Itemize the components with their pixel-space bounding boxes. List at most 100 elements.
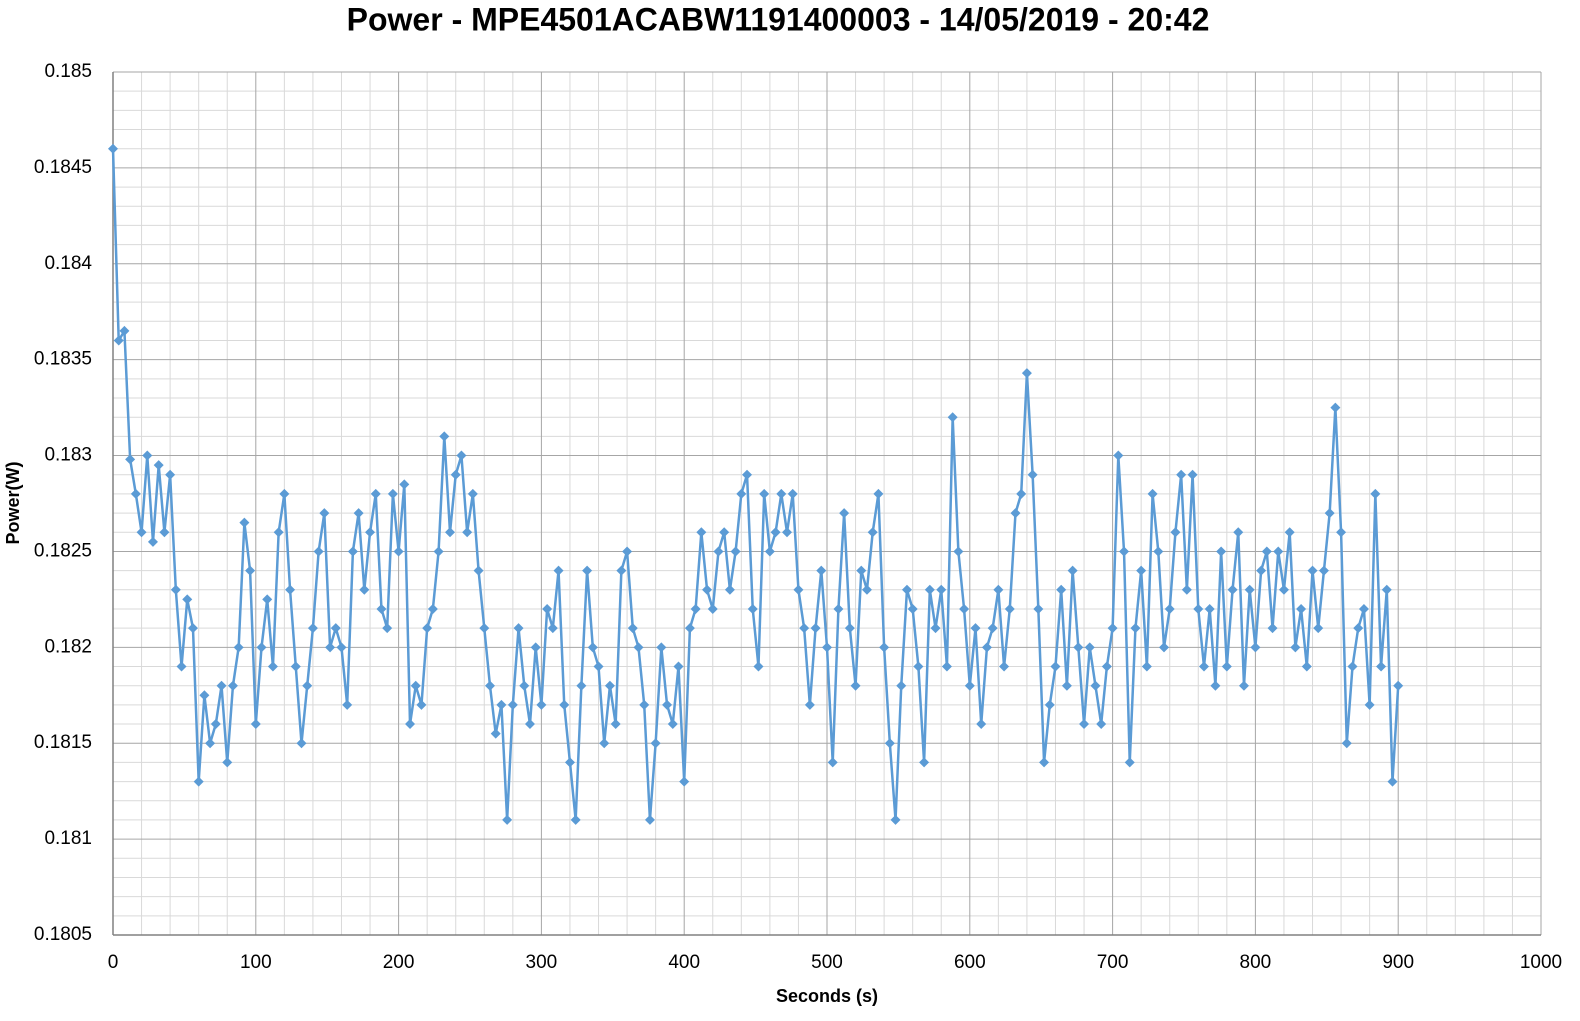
x-tick-label: 900: [1382, 952, 1414, 973]
data-point: [342, 699, 353, 710]
data-point: [182, 594, 193, 605]
data-point: [1318, 565, 1329, 576]
data-point: [530, 642, 541, 653]
data-point: [542, 603, 553, 614]
data-point: [747, 603, 758, 614]
data-point: [370, 488, 381, 499]
data-point: [1296, 603, 1307, 614]
data-point: [553, 565, 564, 576]
data-point: [1101, 661, 1112, 672]
data-point: [456, 450, 467, 461]
series-line: [111, 148, 1400, 822]
data-point: [267, 661, 278, 672]
data-point: [165, 469, 176, 480]
data-point: [507, 699, 518, 710]
data-point: [273, 527, 284, 538]
data-point: [976, 719, 987, 730]
data-point: [376, 603, 387, 614]
data-point: [707, 603, 718, 614]
y-tick-label: 0.185: [44, 61, 92, 82]
data-point: [964, 680, 975, 691]
data-point: [382, 623, 393, 634]
data-point: [319, 508, 330, 519]
data-point: [108, 143, 118, 154]
data-point: [633, 642, 644, 653]
data-point: [1170, 527, 1181, 538]
data-point: [262, 594, 273, 605]
data-point: [650, 738, 661, 749]
data-point: [365, 527, 376, 538]
data-point: [1370, 488, 1381, 499]
y-tick-label: 0.182: [44, 636, 92, 657]
data-point: [867, 527, 878, 538]
data-point: [907, 603, 918, 614]
data-point: [245, 565, 256, 576]
data-point: [1193, 603, 1204, 614]
data-point: [1284, 527, 1295, 538]
data-point: [467, 488, 478, 499]
data-point: [770, 527, 781, 538]
data-point: [473, 565, 484, 576]
data-point: [205, 738, 216, 749]
data-point: [393, 546, 404, 557]
data-point: [1381, 584, 1392, 595]
data-point: [1176, 469, 1187, 480]
data-point: [496, 699, 507, 710]
data-point: [490, 728, 501, 739]
data-point: [222, 757, 233, 768]
data-point: [822, 642, 832, 653]
data-point: [1376, 661, 1387, 672]
data-point: [359, 584, 370, 595]
data-point: [433, 546, 444, 557]
data-point: [684, 623, 695, 634]
data-point: [353, 508, 364, 519]
data-point: [1130, 623, 1141, 634]
data-point: [999, 661, 1010, 672]
data-point: [1347, 661, 1358, 672]
x-tick-label: 100: [240, 952, 272, 973]
data-point: [1039, 757, 1050, 768]
data-point: [799, 623, 810, 634]
data-point: [1061, 680, 1072, 691]
data-point: [953, 546, 964, 557]
data-point: [479, 623, 490, 634]
data-point: [753, 661, 764, 672]
data-point: [1079, 719, 1090, 730]
data-point: [627, 623, 638, 634]
data-point: [1090, 680, 1101, 691]
data-point: [844, 623, 855, 634]
data-point: [730, 546, 741, 557]
data-point: [1227, 584, 1238, 595]
data-point: [782, 527, 793, 538]
data-point: [1353, 623, 1364, 634]
data-point: [1341, 738, 1352, 749]
data-point: [742, 469, 753, 480]
data-point: [719, 527, 730, 538]
data-point: [673, 661, 684, 672]
data-point: [502, 814, 513, 825]
data-point: [839, 508, 850, 519]
data-point: [1387, 776, 1398, 787]
data-point: [947, 412, 958, 423]
data-point: [593, 661, 604, 672]
data-point: [285, 584, 296, 595]
data-point: [987, 623, 998, 634]
data-point: [679, 776, 690, 787]
data-point: [639, 699, 650, 710]
data-point: [1050, 661, 1061, 672]
data-point: [1044, 699, 1055, 710]
y-tick-label: 0.1805: [34, 924, 92, 945]
data-point: [1107, 623, 1118, 634]
data-point: [1067, 565, 1078, 576]
data-point: [1324, 508, 1335, 519]
data-point: [130, 488, 141, 499]
data-point: [547, 623, 558, 634]
data-point: [1136, 565, 1147, 576]
y-tick-label: 0.1845: [34, 157, 92, 178]
data-point: [399, 479, 410, 490]
data-point: [439, 431, 450, 442]
data-point: [604, 680, 615, 691]
data-point: [1233, 527, 1244, 538]
data-point: [930, 623, 941, 634]
data-point: [587, 642, 598, 653]
